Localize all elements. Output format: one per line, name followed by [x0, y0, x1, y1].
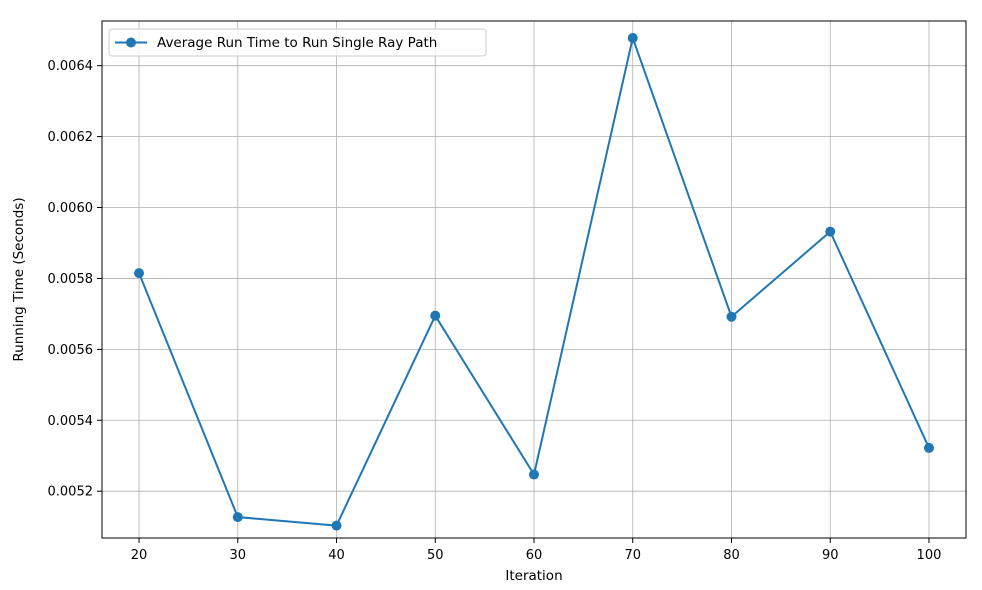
x-tick-label: 20 — [131, 548, 148, 563]
data-point — [825, 226, 836, 237]
data-point — [232, 512, 243, 523]
y-tick-label: 0.0062 — [48, 130, 94, 145]
y-tick-label: 0.0058 — [48, 272, 94, 287]
x-tick-label: 50 — [427, 548, 444, 563]
data-point — [529, 469, 539, 480]
legend-box — [108, 28, 487, 57]
x-tick-label: 30 — [229, 548, 246, 563]
y-axis-ticks: 0.0052 0.0054 0.0056 0.0058 0.0060 0.0062 0.00… — [48, 59, 102, 500]
y-tick-label: 0.0064 — [48, 59, 94, 74]
legend: Average Run Time to Run Single Ray Path — [108, 28, 487, 57]
y-axis-label: Running Time (Seconds) — [11, 197, 27, 361]
x-tick-label: 100 — [917, 548, 942, 563]
x-tick-label: 80 — [723, 548, 740, 563]
grid-lines — [102, 21, 966, 538]
y-tick-label: 0.0054 — [48, 414, 94, 429]
data-point — [331, 520, 342, 531]
legend-entry-label: Average Run Time to Run Single Ray Path — [157, 35, 437, 51]
y-tick-label: 0.0056 — [48, 343, 94, 358]
x-tick-label: 40 — [328, 548, 345, 563]
x-tick-label: 60 — [526, 548, 543, 563]
legend-marker-swatch — [126, 37, 136, 48]
data-point — [627, 33, 638, 44]
series-layer — [134, 33, 934, 531]
data-point — [726, 311, 737, 322]
x-axis-label: Iteration — [505, 568, 562, 584]
x-axis-ticks: 20 30 40 50 60 70 80 90 100 — [131, 538, 942, 563]
data-point — [430, 310, 441, 321]
data-point — [923, 442, 934, 453]
y-tick-label: 0.0052 — [48, 485, 94, 500]
x-tick-label: 90 — [822, 548, 839, 563]
data-point — [134, 268, 145, 279]
y-tick-label: 0.0060 — [48, 201, 94, 216]
x-tick-label: 70 — [624, 548, 641, 563]
